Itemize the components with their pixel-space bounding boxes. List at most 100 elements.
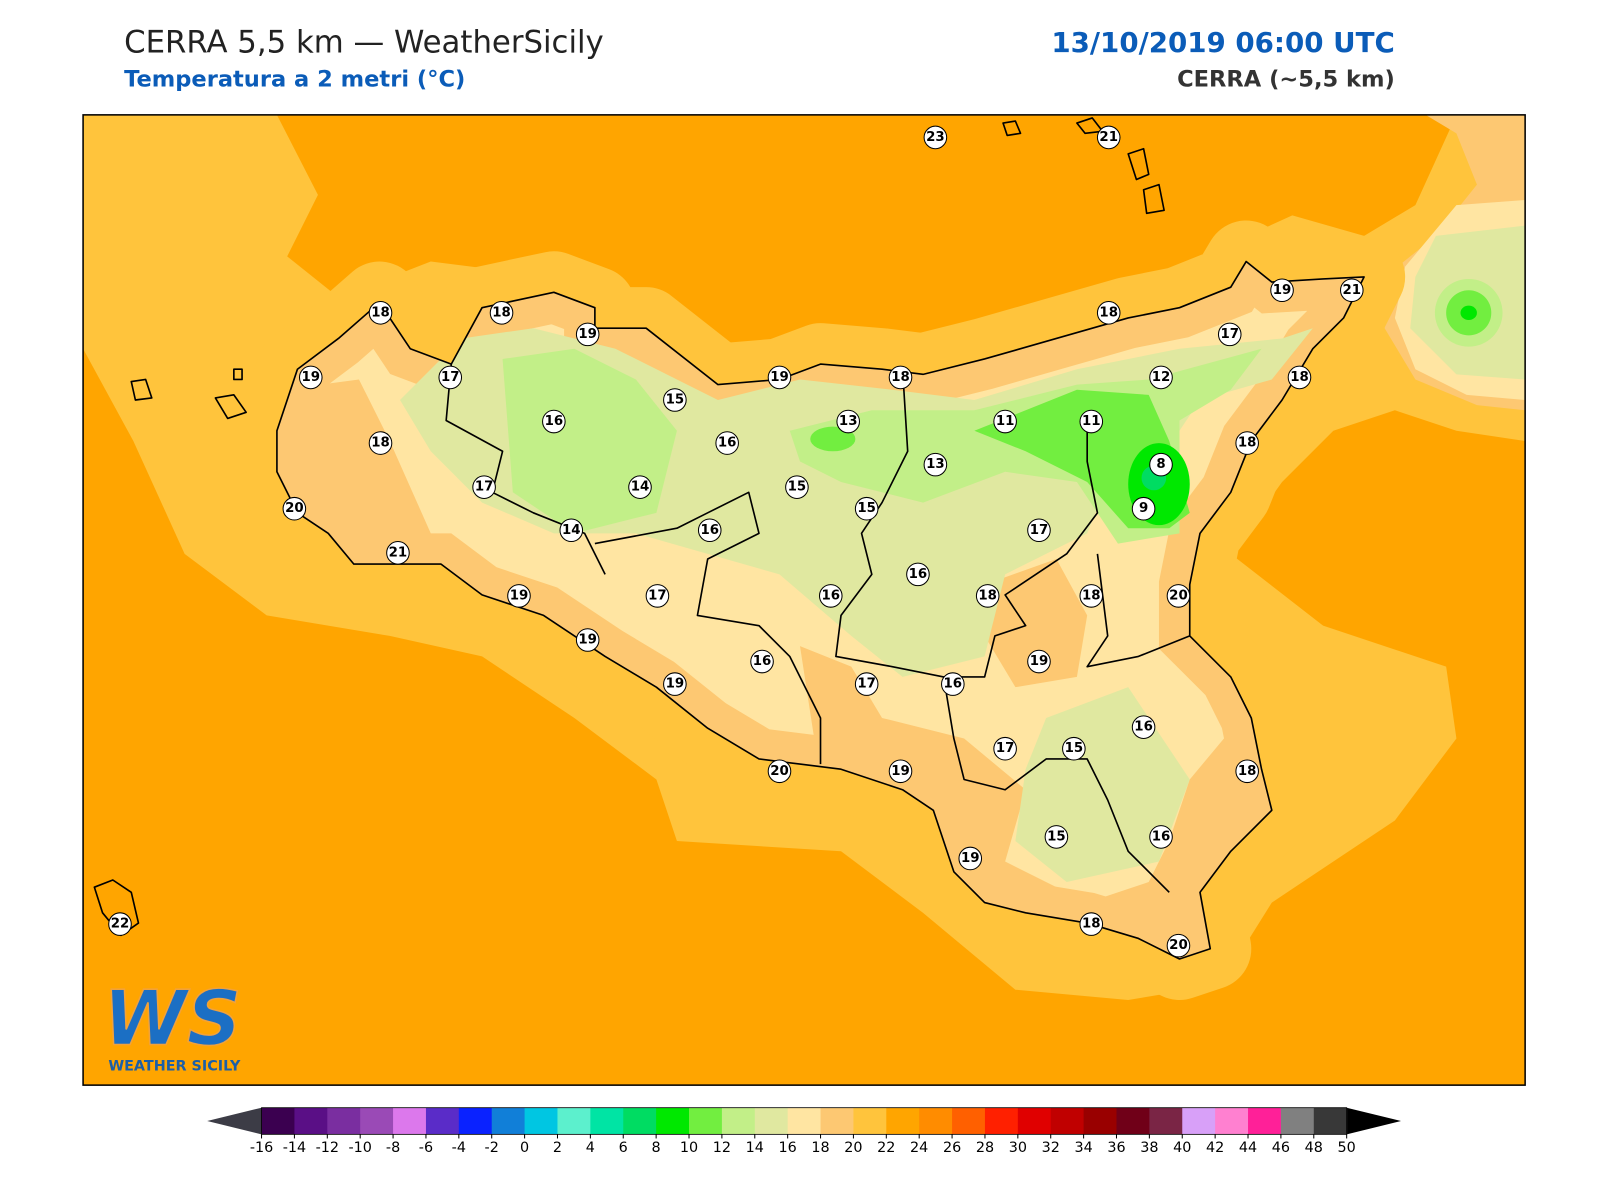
station-marker [923,452,948,477]
station-value: 19 [770,370,789,385]
station-value: 19 [578,633,597,648]
colorbar-bin [754,1107,789,1135]
colorbar-tick-label: -2 [485,1140,499,1156]
station-value: 18 [1238,436,1257,451]
colorbar-tick-label: 18 [811,1140,829,1156]
station: 16 [750,649,774,674]
station-marker [906,562,930,587]
station: 11 [1079,409,1104,434]
station: 16 [818,584,843,608]
colorbar-bin [327,1107,361,1135]
station: 18 [1096,301,1121,325]
station-marker [645,584,670,608]
colorbar-tick-label: 24 [910,1140,928,1156]
logo-name: WEATHER SICILY [108,1059,241,1075]
station: 8 [1149,452,1173,477]
colorbar-bin [261,1107,295,1135]
station-marker [1079,912,1104,936]
colorbar-bin [393,1107,427,1135]
station: 18 [1235,759,1259,784]
station-value: 20 [1169,588,1188,603]
station-value: 15 [1065,741,1084,756]
station: 17 [1217,322,1242,347]
station-marker [1339,278,1364,303]
station-value: 20 [770,764,789,779]
frame [82,114,1526,1086]
colorbar-bin [294,1107,328,1135]
station: 17 [438,365,463,390]
station-marker [489,301,514,325]
station-value: 23 [926,130,945,145]
station-value: 19 [1273,283,1292,298]
station: 18 [1079,912,1104,936]
station-marker [1096,301,1121,325]
station-marker [1096,125,1121,150]
station: 9 [1131,496,1156,521]
colorbar-outline [261,1107,1348,1135]
station: 15 [854,496,879,521]
station: 19 [1027,649,1051,674]
station-marker [975,584,1000,608]
colorbar-bin [623,1107,657,1135]
colorbar-tick-label: 34 [1074,1140,1092,1156]
station-value: 19 [1030,654,1049,669]
station-value: 19 [891,764,910,779]
station: 13 [836,409,860,434]
station: 15 [1062,736,1086,761]
colorbar-bin [853,1107,887,1135]
station-marker [818,584,843,608]
station-marker [854,672,879,696]
station-marker [559,518,584,543]
station: 17 [1027,518,1051,543]
colorbar-tick-label: -14 [283,1140,306,1156]
colorbar-bin [1083,1107,1118,1135]
colorbar-tick-label: 26 [943,1140,961,1156]
station: 15 [663,388,687,412]
station-marker [785,475,809,499]
station: 19 [663,672,687,696]
station-value: 17 [1030,523,1049,538]
logo-mark: WS [103,975,241,1063]
station-marker [1062,736,1086,761]
colorbar-bin [458,1107,493,1135]
colorbar-bin [1149,1107,1183,1135]
station: 13 [923,452,948,477]
colorbar-tick-label: 2 [553,1140,562,1156]
colorbar-bin [919,1107,953,1135]
colorbar-tick-label: -6 [419,1140,433,1156]
station-value: 14 [631,480,650,495]
station: 16 [1149,825,1173,849]
station-marker [507,584,531,608]
station-marker [1131,715,1156,739]
colorbar-tick-label: 16 [779,1140,797,1156]
colorbar-over [1346,1107,1402,1135]
station: 19 [1270,278,1294,303]
station-value: 18 [1082,917,1101,932]
colorbar-bin [721,1107,756,1135]
station-value: 13 [839,414,858,429]
station: 21 [1339,278,1364,303]
station: 16 [941,672,965,696]
station: 17 [854,672,879,696]
station: 18 [489,301,514,325]
station: 18 [1079,584,1104,608]
colorbar-bin [656,1107,690,1135]
station-value: 22 [111,917,130,932]
station: 14 [559,518,584,543]
station: 15 [1044,825,1069,849]
station-value: 18 [371,305,390,320]
station: 20 [767,759,792,784]
colorbar-tick-label: 0 [520,1140,529,1156]
station-marker [1235,759,1259,784]
station-value: 16 [1152,829,1171,844]
colorbar-bin [952,1107,986,1135]
station: 14 [628,475,652,499]
station-marker [854,496,879,521]
colorbar-tick-label: 22 [877,1140,895,1156]
colorbar-bin [1017,1107,1052,1135]
station: 21 [386,541,410,565]
station-marker [1044,825,1069,849]
station-value: 20 [1169,938,1188,953]
colorbar-bin [1050,1107,1085,1135]
station: 16 [906,562,930,587]
